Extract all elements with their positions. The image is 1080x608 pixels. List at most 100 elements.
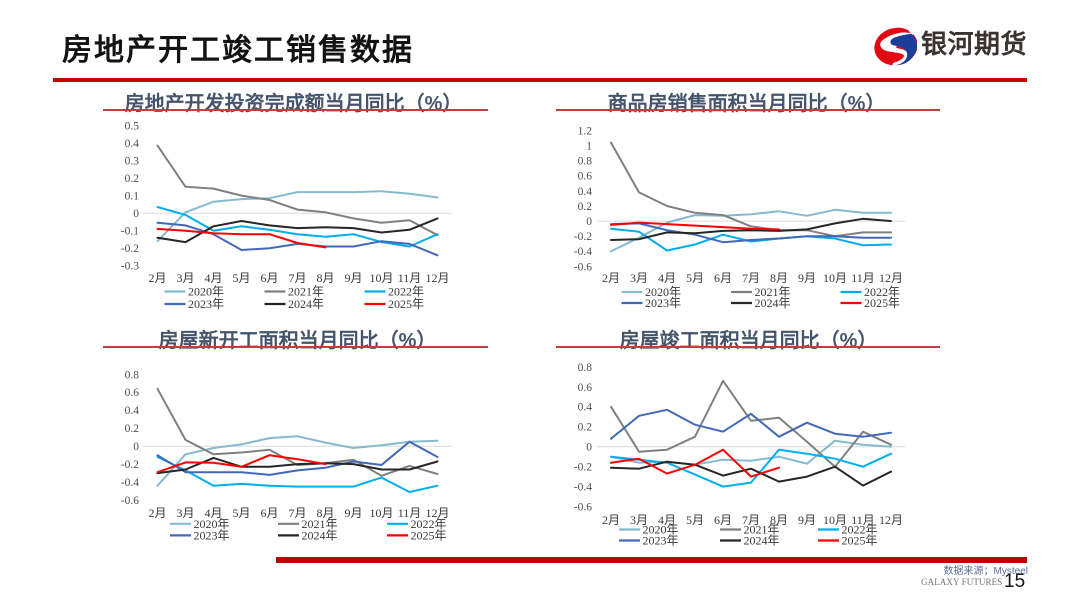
svg-text:6月: 6月 xyxy=(714,513,732,527)
svg-text:5月: 5月 xyxy=(232,506,250,520)
svg-text:11月: 11月 xyxy=(851,271,875,285)
svg-text:0.8: 0.8 xyxy=(578,156,593,168)
svg-text:3月: 3月 xyxy=(630,271,648,285)
svg-text:7月: 7月 xyxy=(288,271,306,285)
svg-text:2020年: 2020年 xyxy=(194,517,230,531)
svg-text:-0.1: -0.1 xyxy=(121,226,139,238)
svg-text:2023年: 2023年 xyxy=(643,534,679,548)
svg-text:10月: 10月 xyxy=(369,271,393,285)
svg-text:9月: 9月 xyxy=(798,513,816,527)
svg-text:2023年: 2023年 xyxy=(188,297,224,311)
svg-text:2024年: 2024年 xyxy=(288,297,324,311)
svg-text:-0.6: -0.6 xyxy=(121,495,139,507)
svg-text:3月: 3月 xyxy=(176,506,194,520)
svg-text:0.2: 0.2 xyxy=(578,422,593,434)
svg-text:-0.4: -0.4 xyxy=(121,477,139,489)
svg-text:12月: 12月 xyxy=(425,506,449,520)
svg-text:4月: 4月 xyxy=(658,271,676,285)
svg-text:10月: 10月 xyxy=(823,271,847,285)
svg-text:2025年: 2025年 xyxy=(388,297,424,311)
svg-text:11月: 11月 xyxy=(398,506,422,520)
svg-text:-0.3: -0.3 xyxy=(121,261,139,273)
svg-text:0.6: 0.6 xyxy=(578,171,593,183)
svg-text:2024年: 2024年 xyxy=(302,529,338,543)
svg-text:2025年: 2025年 xyxy=(864,296,900,310)
svg-text:9月: 9月 xyxy=(798,271,816,285)
svg-text:10月: 10月 xyxy=(369,506,393,520)
svg-text:8月: 8月 xyxy=(770,271,788,285)
svg-text:2023年: 2023年 xyxy=(194,529,230,543)
svg-text:-0.2: -0.2 xyxy=(574,462,592,474)
svg-text:8月: 8月 xyxy=(316,506,334,520)
svg-text:0.8: 0.8 xyxy=(125,369,140,381)
svg-text:2021年: 2021年 xyxy=(288,285,324,299)
svg-text:8月: 8月 xyxy=(316,271,334,285)
svg-text:2023年: 2023年 xyxy=(645,296,681,310)
svg-text:2月: 2月 xyxy=(602,271,620,285)
svg-text:-0.6: -0.6 xyxy=(574,261,592,273)
svg-text:2021年: 2021年 xyxy=(302,517,338,531)
svg-text:8月: 8月 xyxy=(770,513,788,527)
svg-text:10月: 10月 xyxy=(823,513,847,527)
svg-text:12月: 12月 xyxy=(879,513,903,527)
svg-text:12月: 12月 xyxy=(425,271,449,285)
svg-text:5月: 5月 xyxy=(686,513,704,527)
svg-text:0.8: 0.8 xyxy=(578,362,593,374)
svg-text:1.2: 1.2 xyxy=(578,125,593,137)
svg-text:5月: 5月 xyxy=(686,271,704,285)
svg-text:7月: 7月 xyxy=(742,271,760,285)
svg-text:6月: 6月 xyxy=(260,271,278,285)
svg-text:-0.2: -0.2 xyxy=(121,459,139,471)
svg-text:0.5: 0.5 xyxy=(125,120,140,132)
svg-text:0.2: 0.2 xyxy=(125,423,140,435)
svg-text:2月: 2月 xyxy=(148,271,166,285)
svg-text:0.6: 0.6 xyxy=(125,387,140,399)
svg-text:2020年: 2020年 xyxy=(188,285,224,299)
svg-text:-0.4: -0.4 xyxy=(574,482,592,494)
svg-text:2022年: 2022年 xyxy=(842,523,878,537)
svg-text:0.4: 0.4 xyxy=(125,138,140,150)
svg-text:2021年: 2021年 xyxy=(744,523,780,537)
svg-text:0.1: 0.1 xyxy=(125,191,140,203)
svg-text:2020年: 2020年 xyxy=(645,285,681,299)
svg-text:0: 0 xyxy=(586,442,592,454)
svg-text:12月: 12月 xyxy=(879,271,903,285)
svg-text:2024年: 2024年 xyxy=(755,296,791,310)
svg-text:0: 0 xyxy=(586,216,592,228)
svg-text:11月: 11月 xyxy=(851,513,875,527)
svg-text:2021年: 2021年 xyxy=(755,285,791,299)
svg-text:0.6: 0.6 xyxy=(578,382,593,394)
svg-text:7月: 7月 xyxy=(742,513,760,527)
svg-text:7月: 7月 xyxy=(288,506,306,520)
svg-text:4月: 4月 xyxy=(204,506,222,520)
svg-text:-0.2: -0.2 xyxy=(121,243,139,255)
svg-text:0.4: 0.4 xyxy=(125,405,140,417)
svg-text:2025年: 2025年 xyxy=(411,529,447,543)
svg-text:-0.6: -0.6 xyxy=(574,502,592,514)
svg-text:1: 1 xyxy=(586,141,592,153)
svg-text:2024年: 2024年 xyxy=(744,534,780,548)
svg-text:9月: 9月 xyxy=(344,271,362,285)
svg-text:2月: 2月 xyxy=(602,513,620,527)
svg-text:2022年: 2022年 xyxy=(864,285,900,299)
svg-text:4月: 4月 xyxy=(204,271,222,285)
svg-text:0: 0 xyxy=(133,441,139,453)
svg-text:9月: 9月 xyxy=(344,506,362,520)
svg-text:2022年: 2022年 xyxy=(388,285,424,299)
svg-text:0.2: 0.2 xyxy=(125,173,140,185)
svg-text:4月: 4月 xyxy=(658,513,676,527)
svg-text:2025年: 2025年 xyxy=(842,534,878,548)
svg-text:6月: 6月 xyxy=(714,271,732,285)
svg-text:6月: 6月 xyxy=(260,506,278,520)
svg-text:3月: 3月 xyxy=(630,513,648,527)
svg-text:3月: 3月 xyxy=(176,271,194,285)
svg-text:2022年: 2022年 xyxy=(411,517,447,531)
svg-text:0.4: 0.4 xyxy=(578,402,593,414)
svg-text:2020年: 2020年 xyxy=(643,523,679,537)
svg-text:0: 0 xyxy=(133,208,139,220)
svg-text:0.3: 0.3 xyxy=(125,155,140,167)
svg-text:0.2: 0.2 xyxy=(578,201,593,213)
svg-text:-0.2: -0.2 xyxy=(574,231,592,243)
svg-text:2月: 2月 xyxy=(148,506,166,520)
svg-text:5月: 5月 xyxy=(232,271,250,285)
